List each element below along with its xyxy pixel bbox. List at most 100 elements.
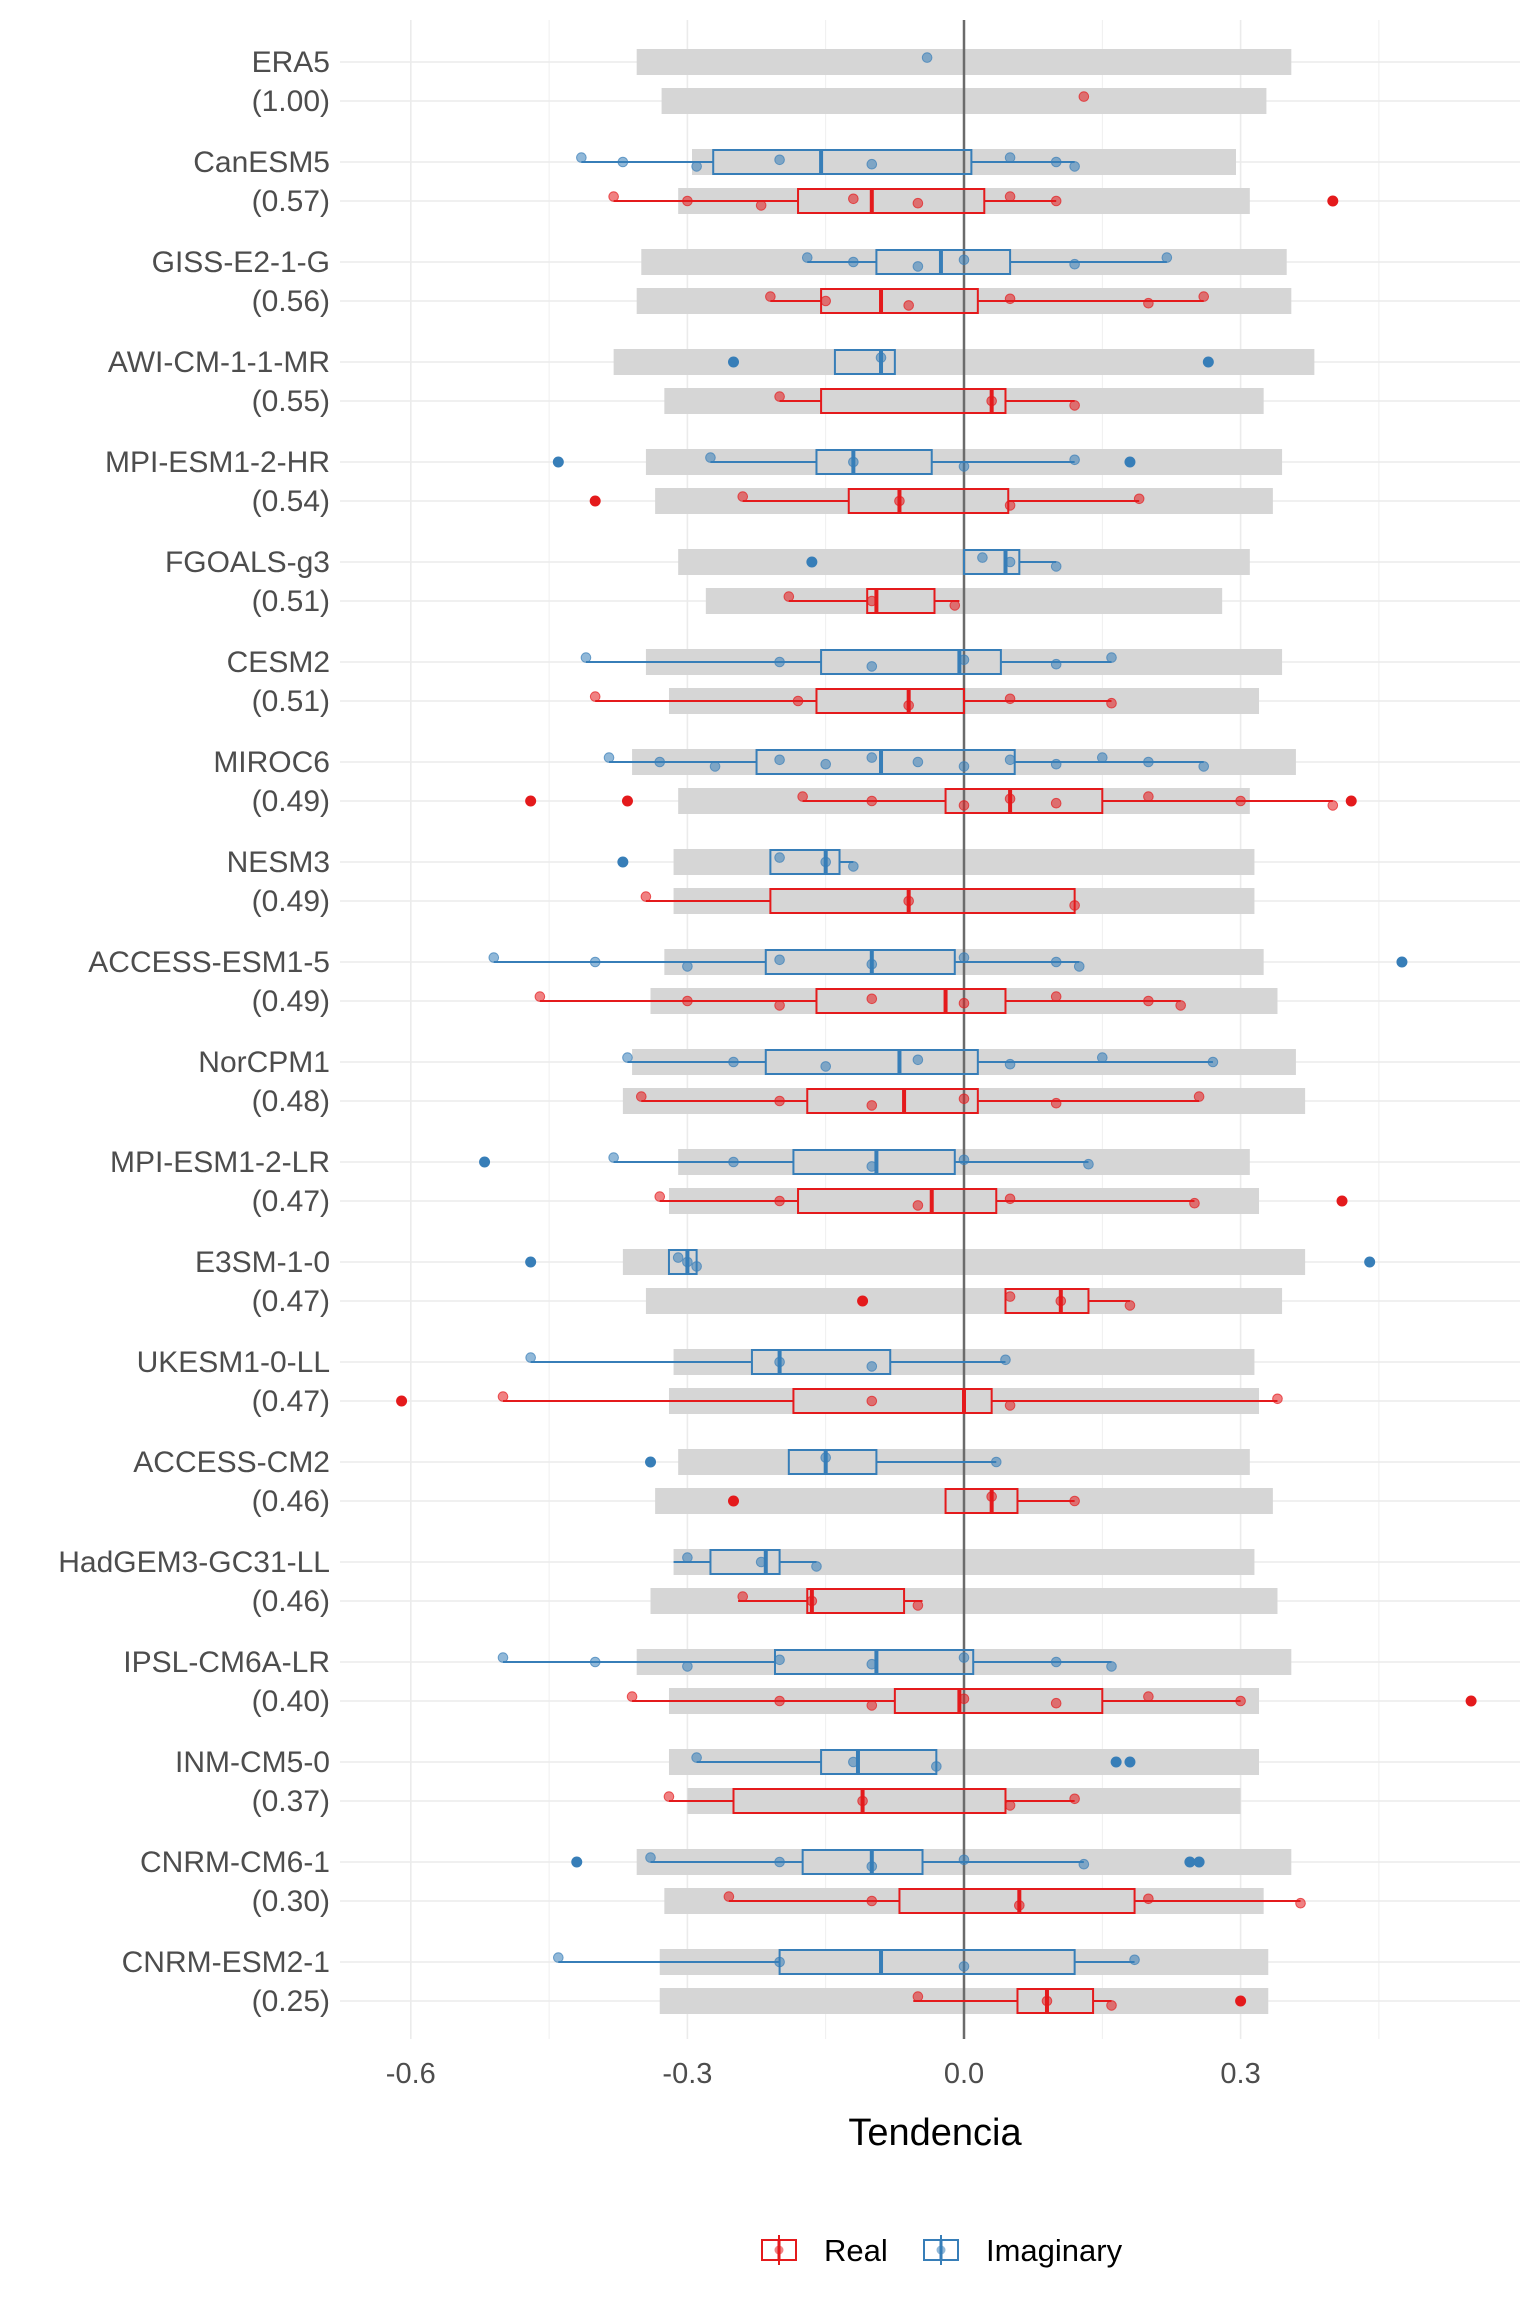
data-point xyxy=(806,1595,818,1607)
data-point xyxy=(765,291,776,302)
data-point xyxy=(958,654,970,666)
outlier-point xyxy=(1184,1856,1196,1868)
data-point xyxy=(1143,1893,1154,1905)
data-point xyxy=(774,154,785,166)
real-series-GISS-E2-1-G xyxy=(765,288,1210,314)
box xyxy=(815,988,1007,1014)
data-point xyxy=(589,691,601,702)
data-point xyxy=(866,795,878,807)
data-point xyxy=(1106,697,1117,709)
outlier-point xyxy=(525,1256,537,1268)
data-point xyxy=(811,1561,822,1572)
model-correlation-label: (0.46) xyxy=(252,1485,330,1518)
model-correlation-label: (1.00) xyxy=(252,85,330,118)
imag-series-GISS-E2-1-G xyxy=(801,249,1173,275)
data-point xyxy=(866,661,878,672)
imag-series-ERA5 xyxy=(921,52,933,63)
data-point xyxy=(958,997,970,1009)
model-correlation-label: (0.57) xyxy=(252,185,330,218)
model-name-label: ACCESS-CM2 xyxy=(133,1446,330,1479)
data-point xyxy=(1069,1793,1080,1805)
imag-series-NESM3 xyxy=(617,849,859,875)
data-point xyxy=(774,656,785,668)
data-point xyxy=(622,1052,633,1063)
data-point xyxy=(1069,1495,1080,1507)
data-point xyxy=(603,752,615,763)
model-correlation-label: (0.49) xyxy=(252,885,330,918)
box xyxy=(787,1449,878,1475)
data-point xyxy=(1004,556,1016,568)
data-point xyxy=(737,1591,749,1602)
model-correlation-label: (0.56) xyxy=(252,285,330,318)
model-correlation-label: (0.40) xyxy=(252,1685,330,1718)
outlier-point xyxy=(857,1295,869,1307)
model-name-label: E3SM-1-0 xyxy=(195,1246,330,1279)
data-point xyxy=(1198,291,1210,302)
data-point xyxy=(958,1854,970,1866)
data-point xyxy=(1193,1091,1205,1102)
imag-series-INM-CM5-0 xyxy=(691,1749,1136,1775)
data-point xyxy=(1143,791,1154,802)
data-point xyxy=(1069,900,1080,911)
data-point xyxy=(1143,297,1154,309)
data-point xyxy=(848,193,859,205)
data-point xyxy=(1004,500,1016,511)
data-point xyxy=(1050,658,1062,670)
data-point xyxy=(1050,758,1062,770)
data-point xyxy=(497,1652,509,1663)
data-point xyxy=(589,1656,601,1668)
box xyxy=(820,388,1007,414)
box xyxy=(833,349,896,375)
data-point xyxy=(848,456,859,468)
data-point xyxy=(691,161,702,172)
model-name-label: CNRM-CM6-1 xyxy=(140,1846,330,1879)
data-point xyxy=(663,1791,675,1802)
outlier-point xyxy=(1364,1256,1376,1268)
data-point xyxy=(931,1761,942,1772)
data-point xyxy=(1014,1900,1025,1911)
data-point xyxy=(977,552,988,563)
box xyxy=(1016,1988,1095,2014)
data-point xyxy=(866,958,878,970)
outlier-point xyxy=(1327,195,1339,207)
data-point xyxy=(774,1654,785,1666)
data-point xyxy=(820,758,832,770)
model-name-label: ACCESS-ESM1-5 xyxy=(88,946,330,979)
data-point xyxy=(1000,1354,1011,1366)
data-point xyxy=(525,1352,536,1363)
real-series-UKESM1-0-LL xyxy=(396,1388,1283,1414)
data-point xyxy=(958,1093,970,1105)
data-point xyxy=(990,1456,1002,1468)
data-point xyxy=(608,191,619,202)
legend-label: Imaginary xyxy=(986,2233,1123,2268)
data-point xyxy=(801,252,813,263)
outlier-point xyxy=(479,1156,491,1168)
real-series-IPSL-CM6A-LR xyxy=(626,1688,1477,1714)
box xyxy=(792,1388,993,1414)
data-point xyxy=(912,1600,924,1611)
data-point xyxy=(682,961,693,972)
data-point xyxy=(857,1795,868,1807)
data-point xyxy=(640,891,652,902)
model-name-label: CESM2 xyxy=(227,646,330,679)
boxplots xyxy=(396,52,1477,2014)
real-series-E3SM-1-0 xyxy=(857,1288,1136,1314)
data-point xyxy=(682,1256,693,1268)
real-series-CNRM-ESM2-1 xyxy=(912,1988,1247,2014)
data-point xyxy=(866,1361,878,1372)
box xyxy=(893,1688,1104,1714)
model-correlation-label: (0.48) xyxy=(252,1085,330,1118)
data-point xyxy=(1097,1052,1108,1063)
data-point xyxy=(912,756,924,768)
box xyxy=(732,1788,1007,1814)
data-point xyxy=(1069,161,1080,172)
box xyxy=(712,149,973,175)
data-point xyxy=(1106,1661,1117,1672)
data-point xyxy=(645,1852,656,1863)
outlier-point xyxy=(525,795,537,807)
legend-item-imag: Imaginary xyxy=(923,2233,1123,2268)
data-point xyxy=(774,954,785,966)
data-point xyxy=(958,254,970,266)
data-point xyxy=(1143,756,1154,768)
data-point xyxy=(1235,1695,1246,1707)
